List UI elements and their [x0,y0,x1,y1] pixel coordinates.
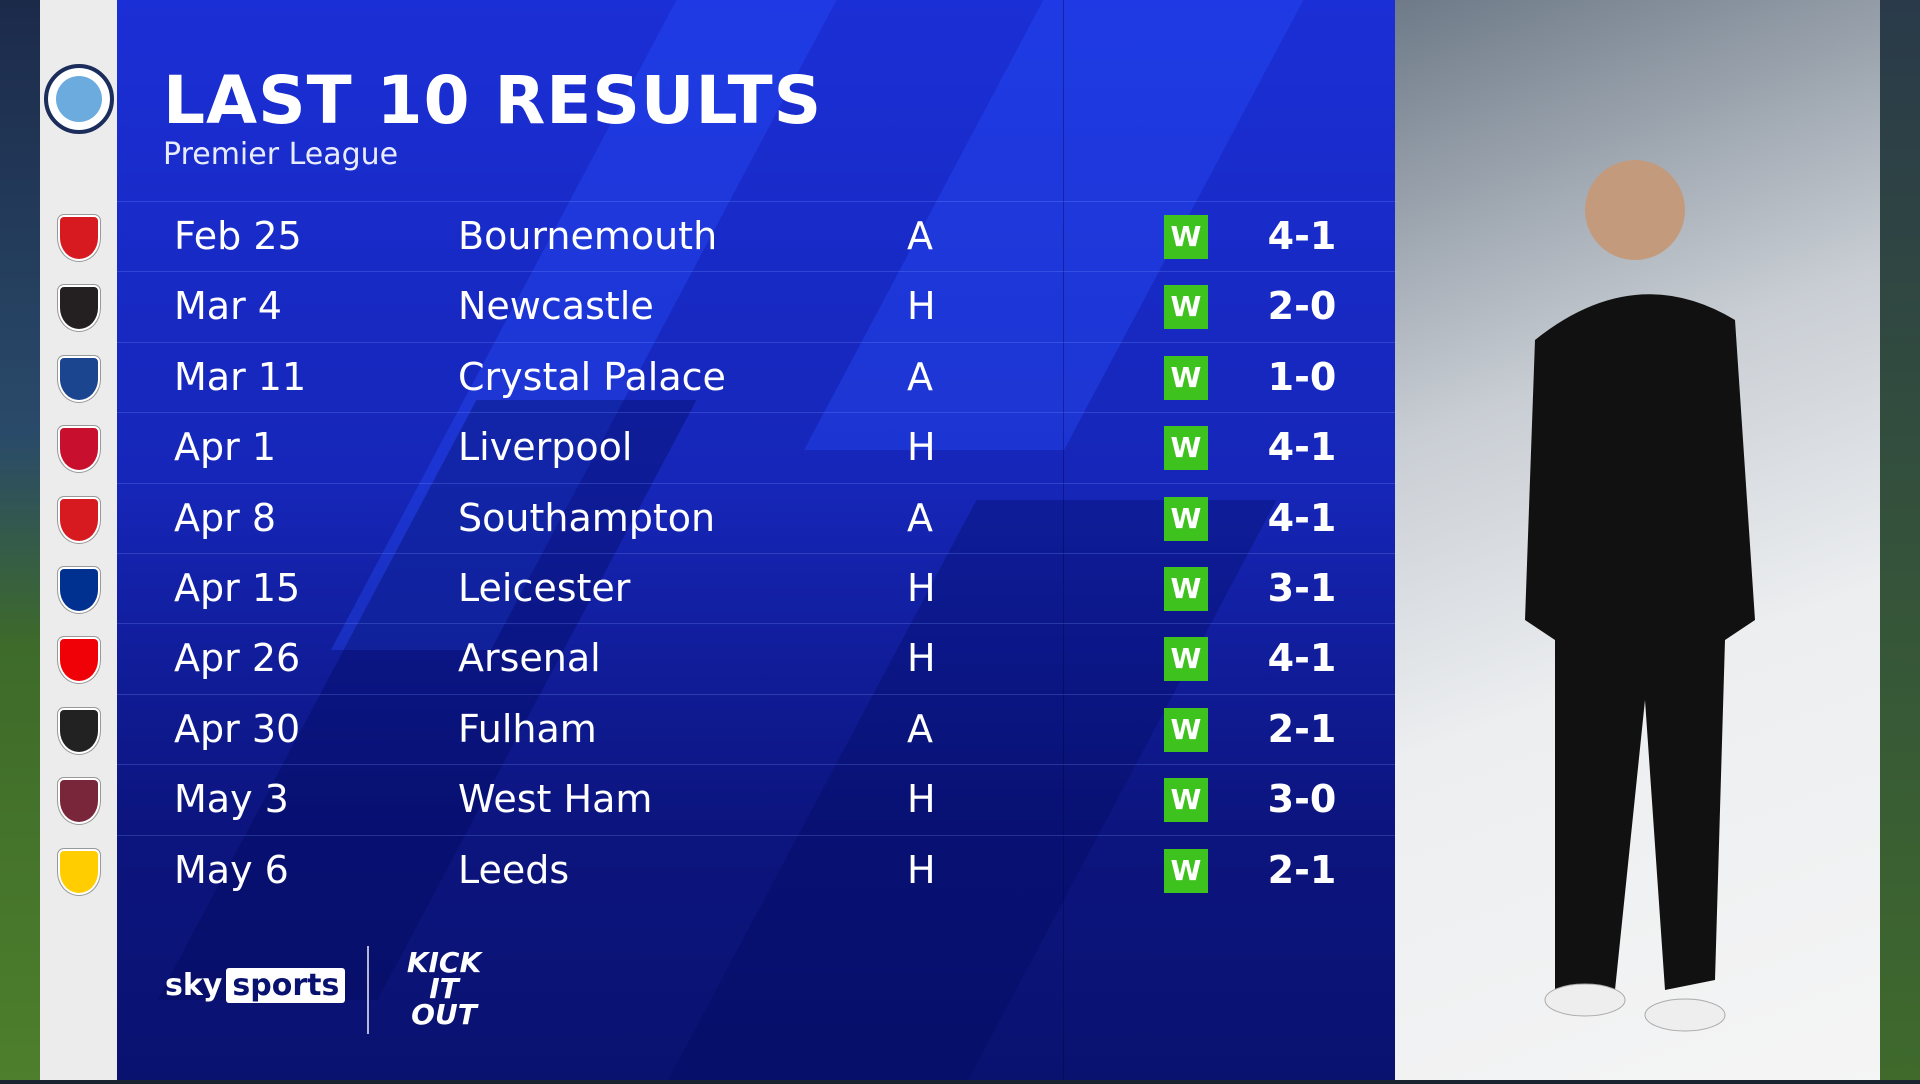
match-date: Apr 1 [174,425,276,470]
result-row: Apr 15 Leicester H W 3-1 [117,553,1395,623]
opponent-crest-icon [57,778,100,825]
score: 3-0 [1267,777,1337,822]
opponent-name: Leeds [458,847,570,892]
opponent-crest-icon [57,496,100,543]
match-date: Apr 30 [174,706,301,751]
venue: H [907,636,936,681]
venue: H [907,847,936,892]
score: 4-1 [1267,495,1337,540]
opponent-name: Arsenal [458,636,601,681]
result-row: Mar 4 Newcastle H W 2-0 [117,271,1395,341]
opponent-crest-icon [57,707,100,754]
result-row: Apr 26 Arsenal H W 4-1 [117,623,1395,693]
result-badge: W [1164,848,1208,893]
page-title: LAST 10 RESULTS [163,62,823,139]
match-date: Apr 26 [174,636,301,681]
score: 2-0 [1267,284,1337,329]
match-date: May 3 [174,777,289,822]
opponent-crest-icon [57,637,100,684]
result-badge: W [1164,285,1208,330]
opponent-name: Fulham [458,706,597,751]
venue: A [907,214,933,258]
venue: H [907,777,936,822]
match-date: Feb 25 [174,214,302,258]
background-stadium-right [1880,0,1920,1080]
crest-column [40,0,117,1080]
opponent-crest-icon [57,848,100,895]
opponent-name: Leicester [458,566,631,610]
match-date: Mar 4 [174,284,282,329]
result-badge: W [1164,426,1208,471]
venue: A [907,495,933,540]
column-divider [1063,0,1064,1080]
opponent-crest-icon [57,567,100,613]
match-date: Apr 8 [174,495,276,540]
result-badge: W [1164,707,1208,752]
venue: H [907,566,936,610]
result-badge: W [1164,215,1208,259]
sky-sports-logo: sky sports [165,968,346,1003]
result-row: Apr 30 Fulham A W 2-1 [117,693,1395,764]
result-row: Apr 1 Liverpool H W 4-1 [117,412,1395,482]
manchester-city-crest-icon [43,64,114,134]
match-date: Mar 11 [174,354,307,399]
venue: A [907,354,933,399]
result-badge: W [1164,567,1208,611]
sports-text: sports [226,968,346,1003]
match-date: Apr 15 [174,566,301,610]
score: 1-0 [1267,354,1337,399]
score: 3-1 [1267,566,1337,610]
venue: H [907,284,936,329]
venue: H [907,425,936,470]
opponent-name: Bournemouth [458,214,718,258]
score: 2-1 [1267,847,1337,892]
venue: A [907,706,933,751]
opponent-name: Newcastle [458,284,654,329]
result-badge: W [1164,637,1208,682]
result-badge: W [1164,496,1208,541]
opponent-crest-icon [57,355,100,402]
match-date: May 6 [174,847,289,892]
background-stadium-left [0,0,40,1080]
opponent-crest-icon [57,285,100,332]
opponent-name: Southampton [458,495,716,540]
page-subtitle: Premier League [163,137,399,172]
manager-silhouette [1525,160,1755,1032]
sky-text: sky [165,968,223,1003]
manager-photo [1395,0,1920,1080]
result-row: Mar 11 Crystal Palace A W 1-0 [117,341,1395,412]
kick-it-out-logo: KICK IT OUT [406,946,482,1031]
score: 4-1 [1267,425,1337,470]
result-badge: W [1164,355,1208,400]
result-row: May 3 West Ham H W 3-0 [117,764,1395,834]
opponent-crest-icon [57,426,100,473]
footer-divider [367,946,369,1034]
result-row: Feb 25 Bournemouth A W 4-1 [117,201,1395,271]
opponent-name: West Ham [458,777,653,822]
opponent-crest-icon [57,215,100,261]
result-badge: W [1164,778,1208,823]
score: 4-1 [1267,214,1337,258]
score: 2-1 [1267,706,1337,751]
result-row: Apr 8 Southampton A W 4-1 [117,482,1395,553]
score: 4-1 [1267,636,1337,681]
results-panel: LAST 10 RESULTS Premier League Feb 25 Bo… [117,0,1395,1080]
opponent-name: Crystal Palace [458,354,726,399]
result-row: May 6 Leeds H W 2-1 [117,834,1395,905]
opponent-name: Liverpool [458,425,633,470]
